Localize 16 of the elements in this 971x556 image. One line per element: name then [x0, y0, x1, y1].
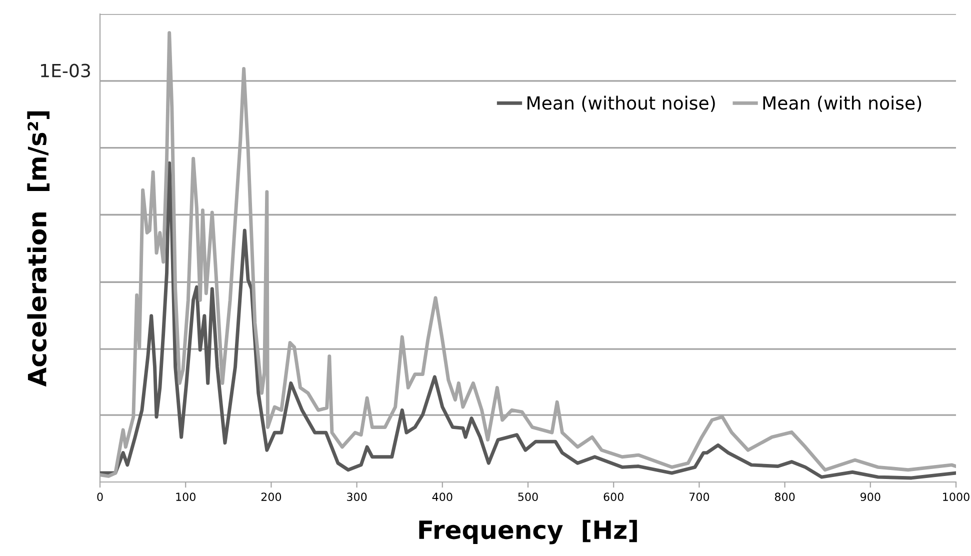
- x-tick-label: 700: [690, 492, 710, 502]
- y-axis-title: Acceleration [m/s²]: [27, 111, 50, 387]
- x-tick-label: 300: [347, 492, 367, 502]
- x-axis-title: Frequency [Hz]: [419, 520, 637, 544]
- x-tick-label: 1000: [943, 492, 970, 502]
- x-tick-label: 200: [261, 492, 282, 502]
- x-tick-label: 800: [774, 492, 795, 502]
- x-tick-label: 900: [860, 492, 880, 502]
- x-tick-label: 0: [97, 492, 103, 502]
- x-tick-label: 400: [432, 492, 452, 502]
- x-tick-label: 500: [518, 492, 538, 502]
- x-tick-label: 100: [176, 492, 196, 502]
- x-tick-label: 600: [604, 492, 624, 502]
- legend-label: Mean (without noise): [528, 96, 715, 112]
- legend-label: Mean (with noise): [763, 96, 922, 112]
- ref-line-label: 1E-03: [41, 64, 90, 78]
